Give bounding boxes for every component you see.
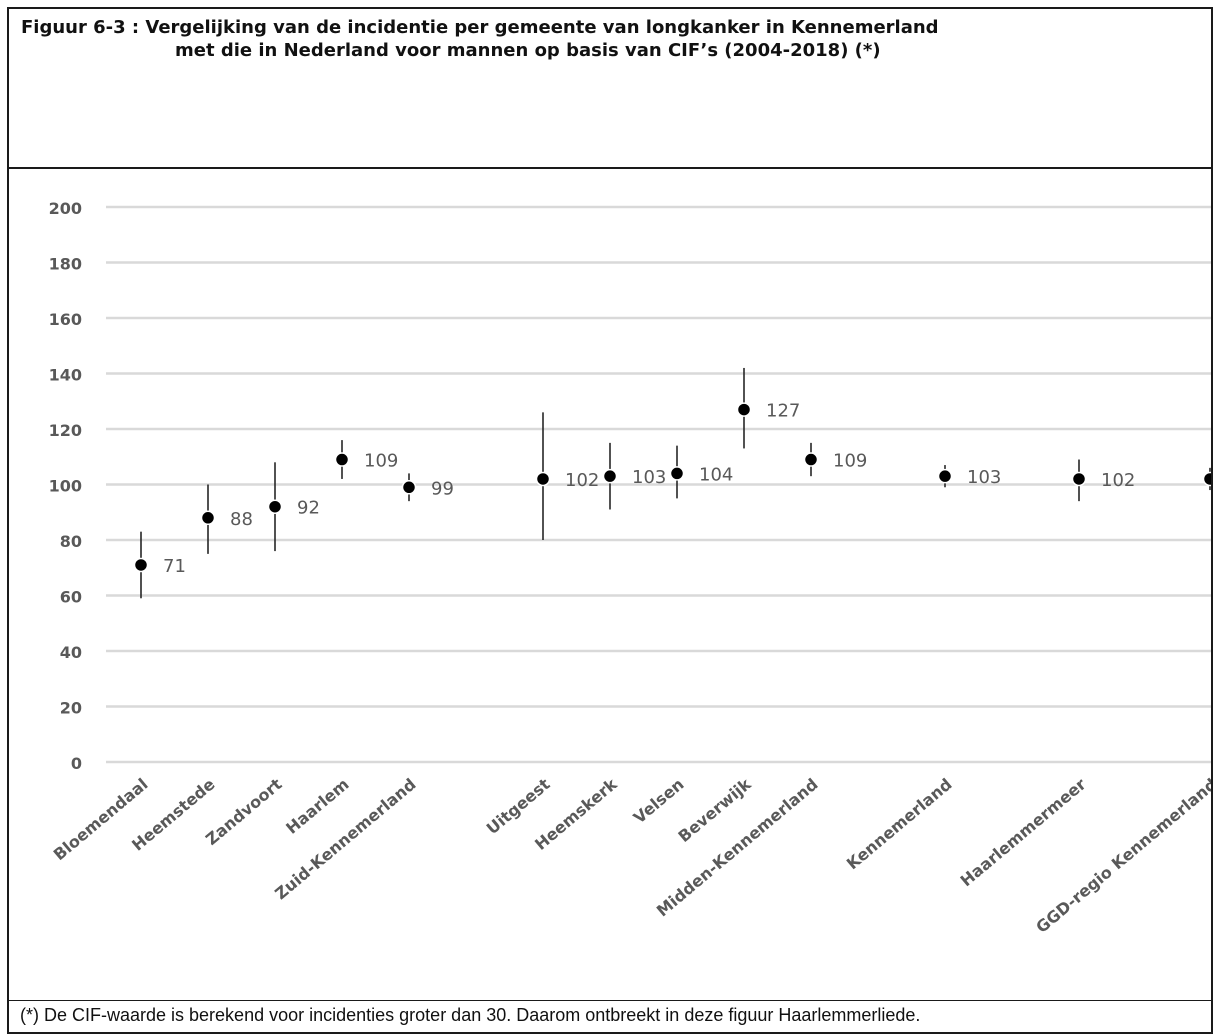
- data-point-5: [401, 480, 417, 495]
- data-point-1: [133, 557, 149, 573]
- y-tick-label-100: 100: [49, 477, 82, 496]
- data-label-3: 92: [297, 498, 320, 519]
- chart-title-line-1: Figuur 6-3 : Vergelijking van de inciden…: [21, 17, 939, 38]
- data-point-10: [803, 452, 819, 467]
- footnote-text: (*) De CIF-waarde is berekend voor incid…: [20, 1005, 921, 1025]
- data-label-8: 104: [699, 464, 733, 485]
- y-tick-label-160: 160: [49, 310, 82, 329]
- y-tick-label-140: 140: [49, 366, 82, 385]
- data-label-4: 109: [364, 451, 398, 472]
- y-tick-label-20: 20: [60, 699, 82, 718]
- y-tick-label-40: 40: [60, 643, 82, 662]
- data-label-10: 109: [833, 451, 867, 472]
- chart-title-line-2: met die in Nederland voor mannen op basi…: [175, 40, 881, 61]
- footnote: (*) De CIF-waarde is berekend voor incid…: [9, 1001, 1211, 1034]
- data-label-11: 103: [967, 467, 1001, 488]
- data-point-8: [669, 466, 685, 481]
- cif-chart: 020406080100120140160180200BloemendaalHe…: [49, 199, 1215, 937]
- data-label-1: 71: [163, 556, 186, 577]
- x-tick-label-velsen: Velsen: [630, 775, 688, 828]
- data-label-9: 127: [766, 401, 800, 422]
- data-label-12: 102: [1101, 470, 1135, 491]
- data-label-2: 88: [230, 509, 253, 530]
- data-point-9: [736, 402, 752, 417]
- data-point-2: [200, 510, 216, 526]
- data-point-13: [1202, 471, 1215, 487]
- data-point-11: [937, 468, 953, 484]
- y-tick-label-200: 200: [49, 199, 82, 218]
- y-tick-label-0: 0: [71, 754, 82, 773]
- y-tick-label-120: 120: [49, 421, 82, 440]
- data-point-7: [602, 468, 618, 484]
- data-point-3: [267, 499, 283, 514]
- data-label-5: 99: [431, 478, 454, 499]
- data-point-4: [334, 452, 350, 467]
- x-tick-label-haarlemmermeer: Haarlemmermeer: [957, 774, 1090, 890]
- data-point-6: [535, 471, 551, 487]
- chart-area: 0 20 40 60 80 100 120 140 160 180 200 Bloemendaal He…: [9, 169, 1215, 1001]
- data-label-7: 103: [632, 467, 666, 488]
- y-tick-label-80: 80: [60, 532, 82, 551]
- y-tick-label-60: 60: [60, 588, 82, 607]
- x-tick-label-kennemerland: Kennemerland: [843, 775, 956, 874]
- y-tick-label-180: 180: [49, 255, 82, 274]
- data-label-6: 102: [565, 470, 599, 491]
- figure-frame: Figuur 6-3 : Vergelijking van de inciden…: [7, 7, 1215, 1034]
- data-point-12: [1071, 471, 1087, 487]
- title-area: Figuur 6-3 : Vergelijking van de inciden…: [9, 9, 1211, 169]
